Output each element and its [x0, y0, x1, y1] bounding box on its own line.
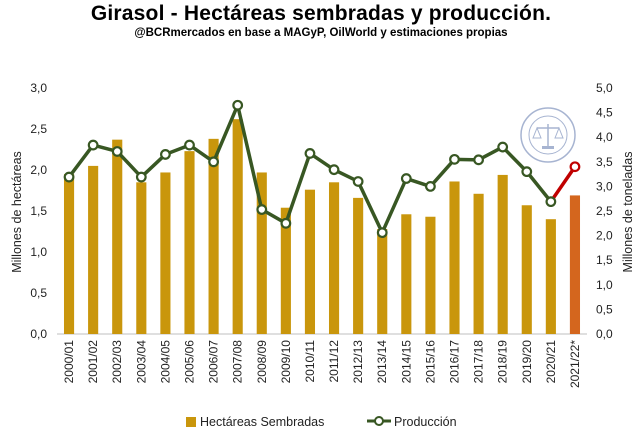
production-point	[280, 217, 292, 229]
bcr-seal-logo	[520, 107, 576, 163]
legend-line-marker	[374, 416, 384, 426]
bar	[377, 229, 388, 334]
production-point	[256, 204, 268, 215]
y2-tick-label: 2,0	[596, 229, 613, 243]
bar	[473, 193, 484, 334]
production-point	[63, 171, 75, 183]
y2-tick-label: 3,0	[596, 179, 613, 193]
x-tick-label: 2013/14	[375, 340, 389, 384]
production-point	[87, 139, 99, 151]
bar	[232, 119, 243, 334]
x-tick-label: 2010/11	[303, 340, 317, 383]
production-point	[376, 227, 388, 239]
production-line-estimate	[549, 164, 577, 204]
bar	[328, 182, 340, 334]
bar	[88, 165, 99, 334]
legend: Hectáreas Sembradas Producción	[186, 415, 457, 429]
chart-title: Girasol - Hectáreas sembradas y producci…	[90, 2, 552, 25]
bar	[449, 181, 460, 334]
x-tick-label: 2020/21	[544, 340, 558, 384]
bar	[136, 182, 147, 334]
production-point	[135, 171, 147, 183]
bar	[304, 189, 316, 334]
production-point	[160, 149, 171, 160]
y-tick-label: 2,0	[30, 163, 47, 177]
x-tick-label: 2004/05	[158, 340, 172, 384]
y2-tick-label: 1,5	[596, 253, 613, 267]
production-point	[449, 153, 460, 165]
y2-tick-label: 4,5	[596, 106, 613, 120]
y2-axis-label: Millones de toneladas	[621, 152, 635, 273]
x-tick-label: 2015/16	[423, 340, 437, 384]
x-tick-label: 2021/22*	[568, 340, 582, 388]
production-point-estimate	[569, 161, 581, 173]
x-tick-label: 2009/10	[279, 340, 293, 384]
y-tick-label: 1,5	[30, 204, 47, 218]
x-tick-label: 2005/06	[183, 340, 197, 384]
production-point	[184, 139, 195, 151]
production-point	[545, 196, 557, 208]
y-tick-label: 0,5	[30, 286, 47, 300]
y2-tick-label: 5,0	[596, 81, 613, 95]
production-point	[328, 164, 340, 176]
x-tick-label: 2014/15	[399, 340, 413, 384]
bar	[112, 139, 123, 334]
y2-tick-label: 0,5	[596, 302, 613, 316]
production-point	[304, 148, 316, 159]
x-tick-label: 2008/09	[255, 340, 269, 384]
legend-bar-label: Hectáreas Sembradas	[200, 415, 324, 429]
bar	[521, 205, 532, 334]
bar	[497, 174, 508, 334]
x-tick-label: 2003/04	[134, 340, 148, 384]
x-tick-label: 2012/13	[351, 340, 365, 384]
y2-tick-label: 0,0	[596, 327, 613, 341]
x-tick-label: 2011/12	[327, 340, 341, 383]
production-point	[473, 154, 484, 166]
y-tick-label: 0,0	[30, 327, 47, 341]
production-point	[352, 176, 364, 187]
y-axis-label: Millones de hectáreas	[10, 151, 24, 273]
bar-estimate	[569, 195, 581, 334]
x-tick-label: 2007/08	[231, 340, 245, 384]
y2-tick-label: 4,0	[596, 130, 613, 144]
production-point	[208, 156, 219, 168]
chart-subtitle: @BCRmercados en base a MAGyP, OilWorld y…	[134, 27, 508, 39]
x-tick-label: 2002/03	[110, 340, 124, 384]
y2-tick-label: 3,5	[596, 155, 613, 169]
production-point	[425, 180, 436, 192]
x-tick-label: 2016/17	[448, 340, 462, 384]
bar	[425, 216, 436, 334]
production-point	[521, 166, 533, 178]
legend-bar-swatch	[186, 417, 196, 427]
x-tick-label: 2018/19	[496, 340, 510, 384]
x-tick-label: 2006/07	[207, 340, 221, 384]
y-tick-label: 3,0	[30, 81, 47, 95]
bar	[353, 197, 364, 334]
bar	[280, 207, 291, 334]
bar	[184, 151, 195, 334]
y-tick-label: 1,0	[30, 245, 47, 259]
bar	[63, 174, 75, 334]
x-tick-label: 2001/02	[86, 340, 100, 384]
bar	[401, 214, 412, 334]
production-point	[497, 141, 509, 153]
production-point	[232, 99, 244, 111]
y2-tick-label: 1,0	[596, 278, 613, 292]
bar	[256, 172, 267, 334]
bar	[160, 172, 171, 334]
production-point	[111, 146, 123, 157]
production-point	[400, 173, 412, 184]
y-tick-label: 2,5	[30, 122, 47, 136]
x-tick-label: 2000/01	[62, 340, 76, 384]
y2-tick-label: 2,5	[596, 204, 613, 218]
legend-line-label: Producción	[394, 415, 457, 429]
x-tick-label: 2017/18	[472, 340, 486, 384]
bar	[545, 219, 556, 334]
bar	[208, 138, 219, 334]
x-tick-label: 2019/20	[520, 340, 534, 384]
